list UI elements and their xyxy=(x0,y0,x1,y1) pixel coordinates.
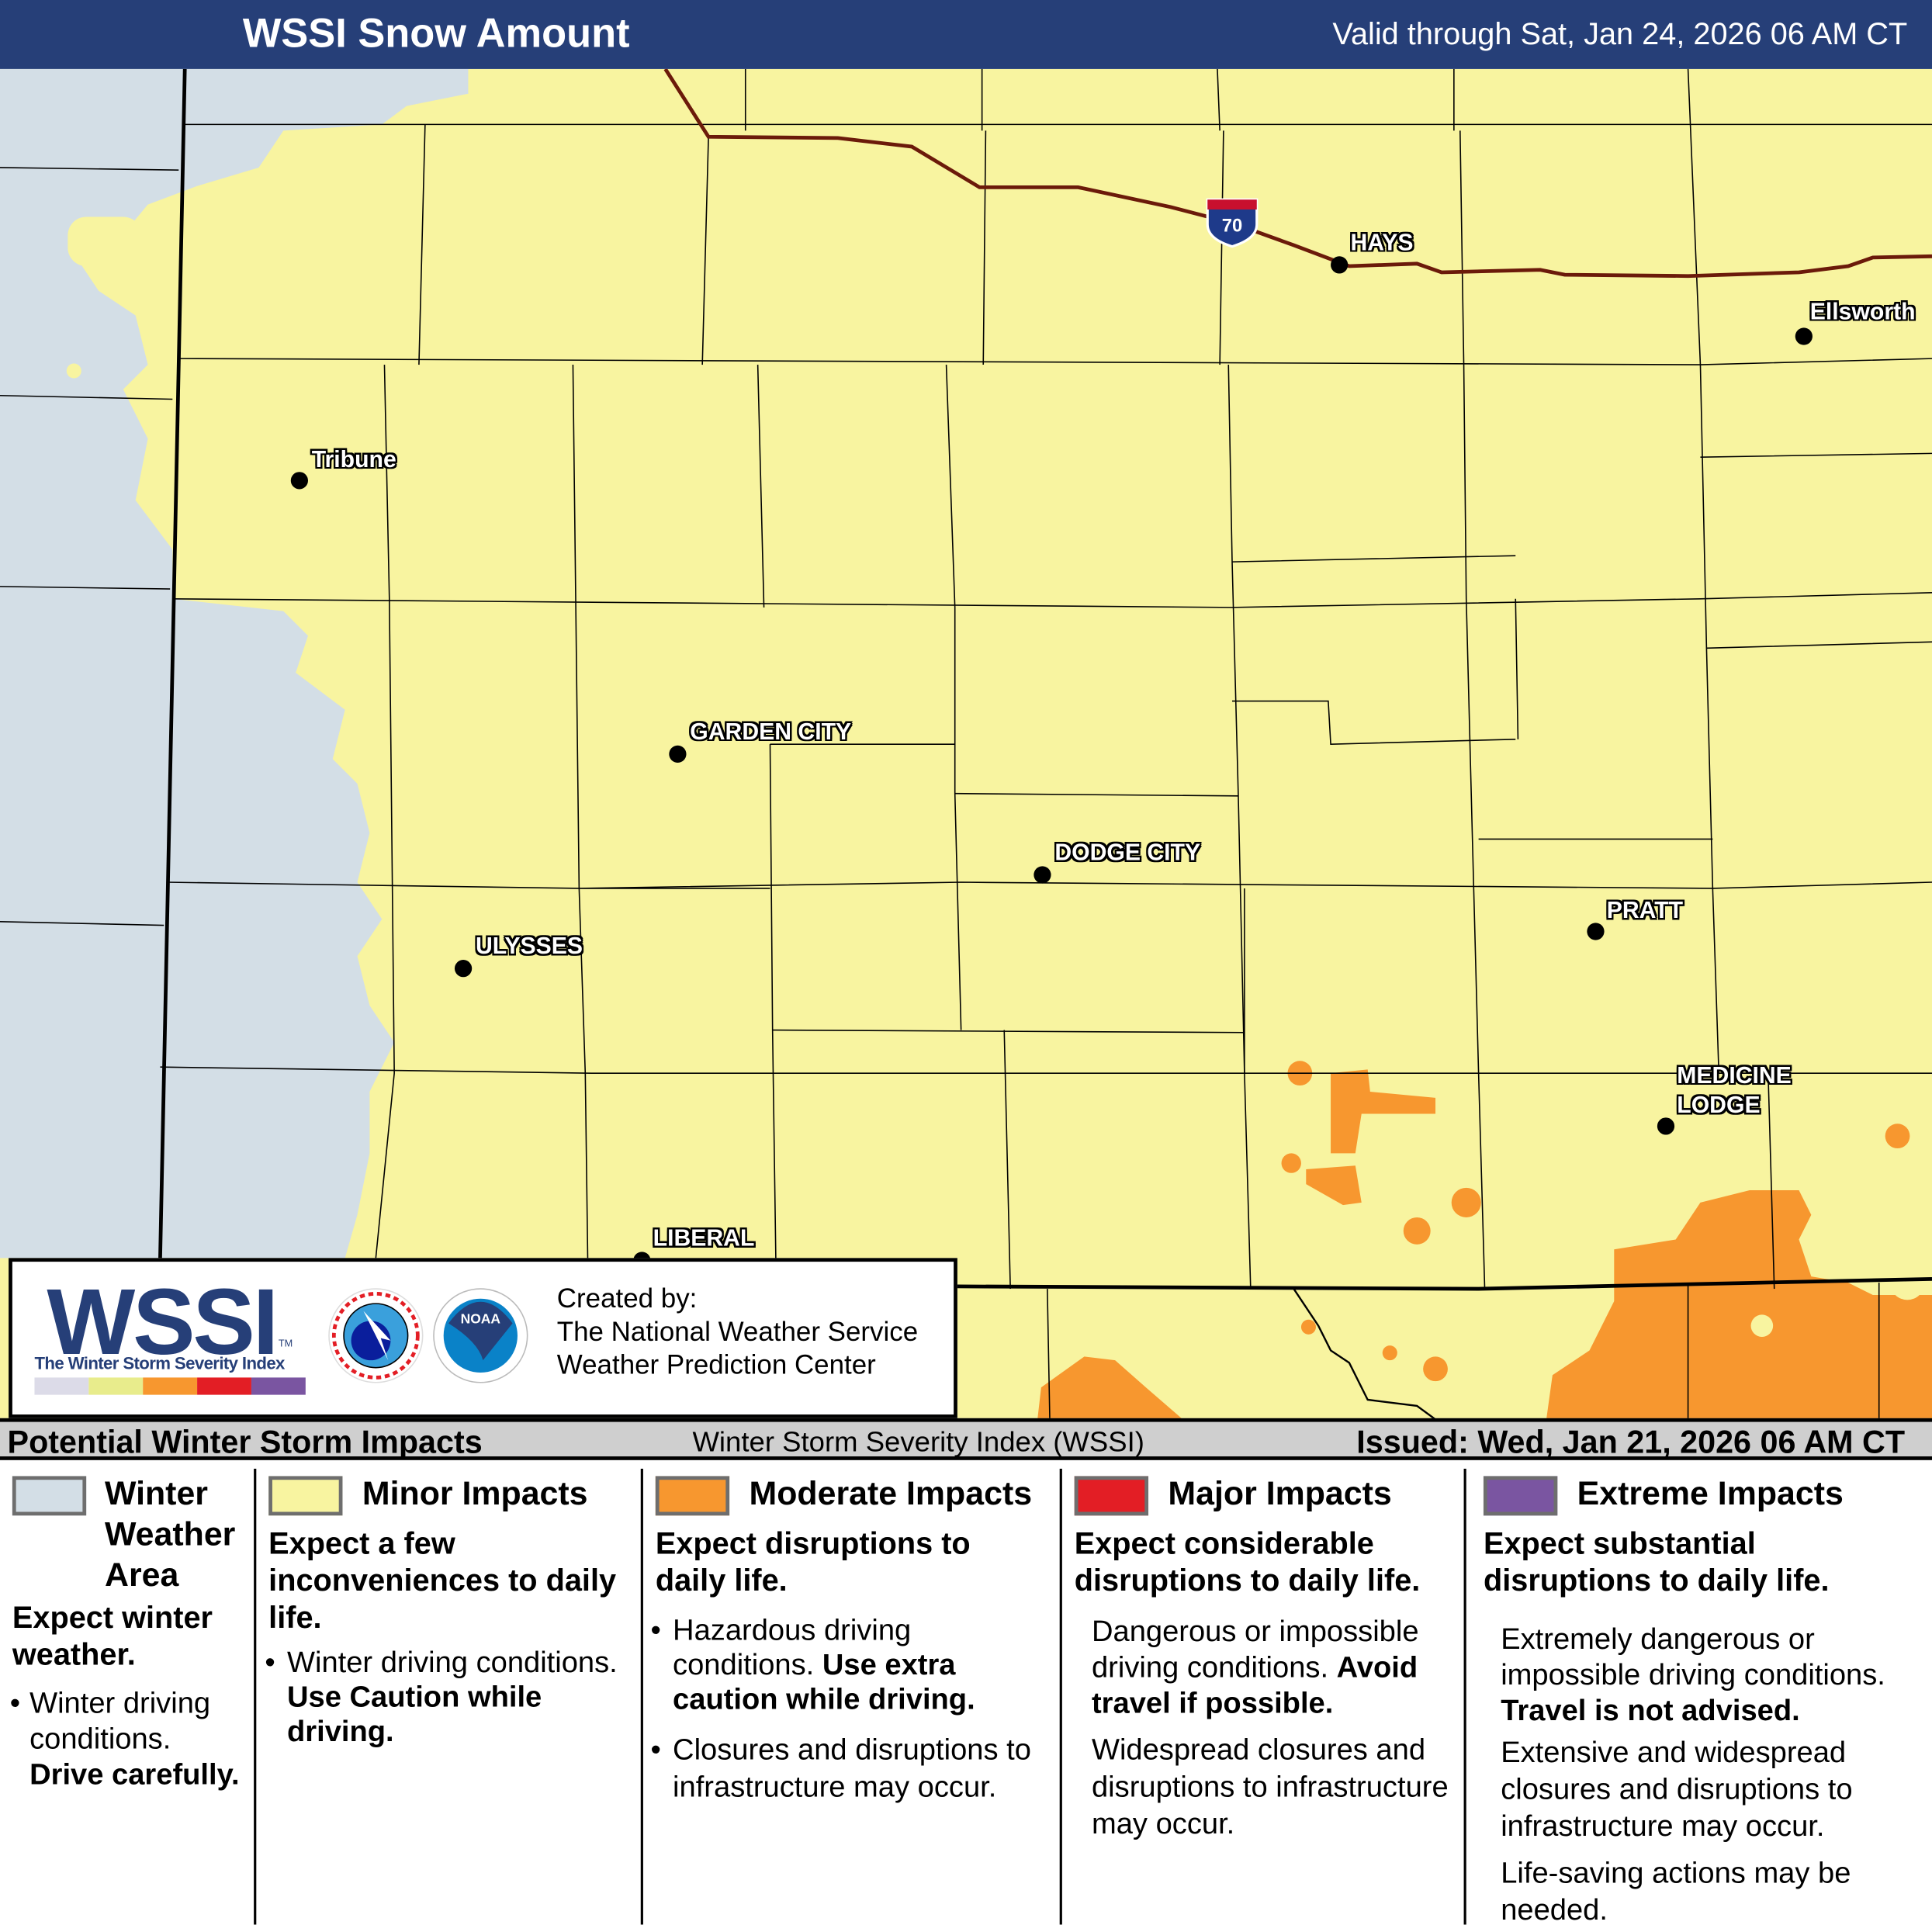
legend-text: Closures and disruptions to infrastructu… xyxy=(673,1733,1031,1804)
legend-winter-weather: Winter Weather Area Expect winter weathe… xyxy=(0,1461,254,1924)
legend-text-bold: Use extra caution while driving. xyxy=(673,1648,975,1717)
minor-holes xyxy=(1750,1265,1925,1337)
swatch-minor xyxy=(268,1476,343,1516)
noaa-logo-icon: NOAA xyxy=(433,1288,528,1383)
legend-extreme: Extreme Impacts Expect substantial disru… xyxy=(1466,1461,1932,1927)
city-label-ulysses: ULYSSES xyxy=(475,933,583,961)
city-label-pratt: PRATT xyxy=(1606,898,1684,925)
legend-headline: Expect winter weather. xyxy=(12,1600,213,1672)
nws-logo-icon xyxy=(328,1288,424,1383)
org-nws: The National Weather Service xyxy=(556,1315,919,1347)
legend-text: Extremely dangerous or impossible drivin… xyxy=(1501,1622,1885,1692)
legend-label: Extreme Impacts xyxy=(1577,1474,1844,1512)
legend-text-bold: Avoid travel if possible. xyxy=(1091,1650,1418,1720)
legend-text: Winter driving conditions. xyxy=(287,1646,618,1680)
city-label-hays: HAYS xyxy=(1350,230,1414,257)
city-dot xyxy=(1034,866,1051,884)
city-label-dodge-city: DODGE CITY xyxy=(1054,840,1201,867)
legend-label: Moderate Impacts xyxy=(749,1474,1033,1512)
legend-text: Life-saving actions may be needed. xyxy=(1501,1857,1851,1927)
legend-moderate: Moderate Impacts Expect disruptions to d… xyxy=(650,1474,1033,1804)
valid-time: Valid through Sat, Jan 24, 2026 06 AM CT xyxy=(1332,17,1908,52)
legend-major: Major Impacts Expect considerable disrup… xyxy=(1062,1461,1464,1924)
legend-headline: Expect disruptions to daily life. xyxy=(655,1526,971,1598)
legend-text-bold: Travel is not advised. xyxy=(1501,1694,1800,1728)
map[interactable]: 70 HAYS Ellsworth Tribune GARDEN CITY DO… xyxy=(0,68,1932,1421)
city-label-tribune: Tribune xyxy=(311,447,396,473)
divider xyxy=(1059,1468,1062,1925)
city-dot xyxy=(1331,256,1349,274)
legend-text-bold: Drive carefully. xyxy=(29,1758,240,1792)
city-dot xyxy=(1657,1117,1675,1135)
legend-headline: Expect a few inconveniences to daily lif… xyxy=(268,1526,617,1636)
city-dot xyxy=(669,745,687,763)
index-name: Winter Storm Severity Index (WSSI) xyxy=(692,1425,1144,1458)
county-lines xyxy=(0,68,1932,1421)
wssi-subtitle: The Winter Storm Severity Index xyxy=(34,1352,285,1373)
city-label-garden-city: GARDEN CITY xyxy=(690,719,852,746)
legend-headline: Expect substantial disruptions to daily … xyxy=(1483,1526,1830,1598)
winter-weather-area xyxy=(0,68,469,1259)
city-dot xyxy=(1587,923,1605,940)
minor-islands xyxy=(66,216,376,556)
state-borders xyxy=(158,68,1932,1291)
wssi-logo: WSSI xyxy=(47,1270,279,1376)
city-label-medicine-lodge: MEDICINE LODGE xyxy=(1677,1063,1792,1119)
city-dot xyxy=(454,960,473,978)
wssi-color-bar xyxy=(34,1377,306,1395)
legend-text: Dangerous or impossible driving conditio… xyxy=(1091,1615,1419,1684)
header-bar: WSSI Snow Amount Valid through Sat, Jan … xyxy=(0,0,1932,69)
map-canvas: 70 xyxy=(0,68,1932,1421)
map-title: WSSI Snow Amount xyxy=(242,9,630,56)
divider xyxy=(254,1468,257,1925)
swatch-extreme xyxy=(1483,1476,1558,1516)
interstate-70 xyxy=(663,68,1932,279)
divider xyxy=(640,1468,643,1925)
svg-text:NOAA: NOAA xyxy=(461,1311,501,1327)
legend-text: Hazardous driving conditions. xyxy=(673,1614,912,1682)
impact-legend: Winter Weather Area Expect winter weathe… xyxy=(0,1461,1932,1932)
legend-minor: Minor Impacts Expect a few inconvenience… xyxy=(256,1461,640,1924)
credits-box: WSSI TM The Winter Storm Severity Index … xyxy=(9,1258,957,1418)
org-wpc: Weather Prediction Center xyxy=(556,1349,876,1380)
interstate-shield-icon: 70 xyxy=(1206,198,1259,248)
swatch-moderate xyxy=(655,1476,730,1516)
legend-text: Winter driving conditions. xyxy=(29,1686,211,1756)
legend-text: Extensive and widespread closures and di… xyxy=(1501,1736,1853,1844)
legend-label: Major Impacts xyxy=(1168,1474,1392,1512)
trademark: TM xyxy=(278,1338,293,1349)
legend-headline: Expect considerable disruptions to daily… xyxy=(1074,1526,1421,1598)
created-by-label: Created by: xyxy=(556,1283,698,1314)
svg-text:70: 70 xyxy=(1222,216,1242,237)
divider xyxy=(1463,1468,1466,1925)
city-dot xyxy=(290,472,309,490)
city-label-liberal: LIBERAL xyxy=(653,1226,755,1252)
legend-label: Minor Impacts xyxy=(362,1474,588,1512)
swatch-major xyxy=(1074,1476,1149,1516)
issued-time: Issued: Wed, Jan 21, 2026 06 AM CT xyxy=(1356,1423,1906,1460)
legend-text-bold: Use Caution while driving. xyxy=(287,1681,542,1749)
impacts-title-bar: Potential Winter Storm Impacts Winter St… xyxy=(0,1418,1932,1460)
legend-text: Widespread closures and disruptions to i… xyxy=(1091,1733,1449,1841)
legend-label: Winter Weather Area xyxy=(104,1474,236,1594)
impacts-heading: Potential Winter Storm Impacts xyxy=(7,1423,483,1460)
city-dot xyxy=(1795,327,1813,345)
moderate-impact-area xyxy=(1037,1061,1932,1420)
swatch-winter-weather xyxy=(12,1476,87,1516)
city-label-ellsworth: Ellsworth xyxy=(1809,299,1916,326)
